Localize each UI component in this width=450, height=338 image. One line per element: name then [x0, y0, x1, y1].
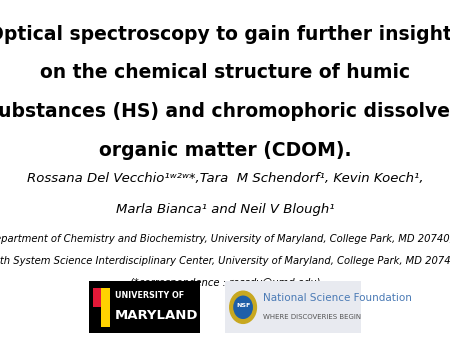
Text: (*correspondence : rossdv@umd.edu): (*correspondence : rossdv@umd.edu) [130, 278, 320, 288]
Text: MARYLAND: MARYLAND [115, 309, 198, 321]
Text: (1) Department of Chemistry and Biochemistry, University of Maryland, College Pa: (1) Department of Chemistry and Biochemi… [0, 234, 450, 244]
FancyBboxPatch shape [93, 288, 101, 307]
Text: Marla Bianca¹ and Neil V Blough¹: Marla Bianca¹ and Neil V Blough¹ [116, 202, 334, 216]
Text: organic matter (CDOM).: organic matter (CDOM). [99, 141, 351, 160]
Text: National Science Foundation: National Science Foundation [262, 293, 411, 303]
FancyBboxPatch shape [225, 281, 361, 333]
Text: Optical spectroscopy to gain further insights: Optical spectroscopy to gain further ins… [0, 25, 450, 44]
Text: on the chemical structure of humic: on the chemical structure of humic [40, 64, 410, 82]
FancyBboxPatch shape [93, 307, 101, 327]
Circle shape [234, 296, 252, 318]
Text: (2) Earth System Science Interdisciplinary Center, University of Maryland, Colle: (2) Earth System Science Interdisciplina… [0, 256, 450, 266]
FancyBboxPatch shape [89, 281, 200, 333]
Text: substances (HS) and chromophoric dissolved: substances (HS) and chromophoric dissolv… [0, 102, 450, 121]
FancyBboxPatch shape [101, 288, 110, 307]
FancyBboxPatch shape [101, 307, 110, 327]
Circle shape [230, 291, 256, 323]
Text: UNIVERSITY OF: UNIVERSITY OF [115, 291, 184, 300]
Text: WHERE DISCOVERIES BEGIN: WHERE DISCOVERIES BEGIN [262, 314, 360, 320]
Text: Rossana Del Vecchio¹ʷ²ʷ*,Tara  M Schendorf¹, Kevin Koech¹,: Rossana Del Vecchio¹ʷ²ʷ*,Tara M Schendor… [27, 172, 423, 185]
Text: NSF: NSF [236, 303, 250, 308]
